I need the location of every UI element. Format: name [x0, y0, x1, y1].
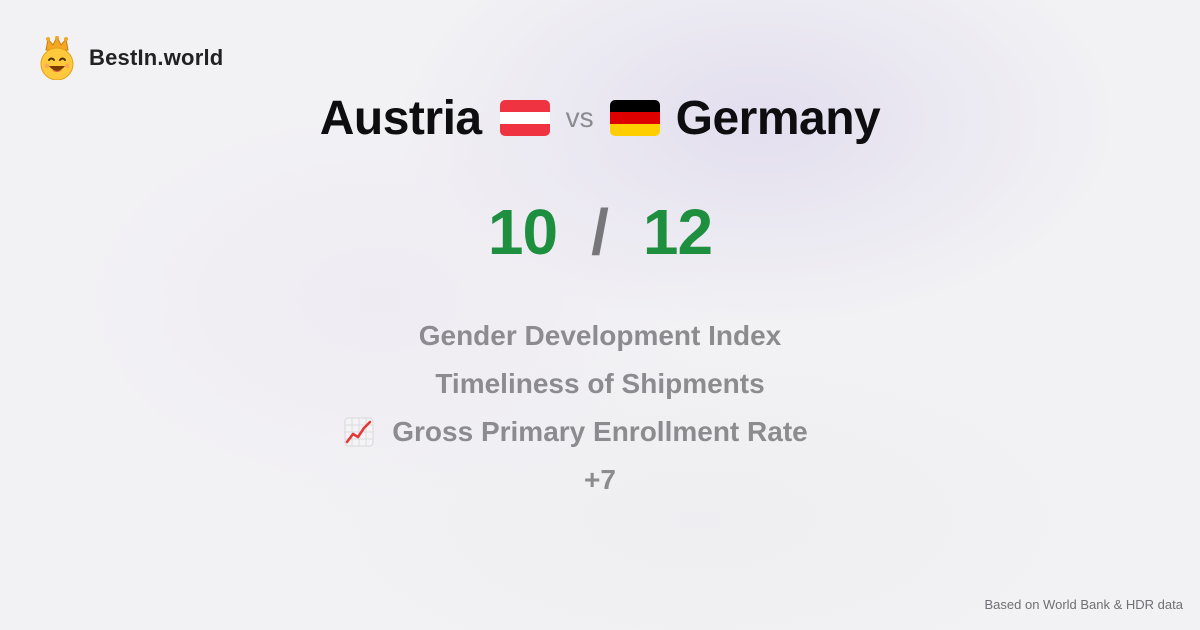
left-country-name: Austria: [319, 91, 482, 145]
metric-label: Timeliness of Shipments: [435, 368, 765, 399]
metric-label: Gender Development Index: [418, 320, 782, 351]
right-country-name: Germany: [675, 91, 881, 145]
brand-logo[interactable]: BestIn.world: [38, 36, 223, 80]
metric-item: Gender Development Index: [0, 312, 1200, 360]
austria-flag-icon: [499, 100, 550, 136]
metric-item: Gross Primary Enrollment Rate: [0, 408, 1200, 456]
left-score: 10: [487, 196, 558, 268]
data-source-note: Based on World Bank & HDR data: [984, 597, 1183, 612]
brand-name: BestIn.world: [89, 45, 224, 70]
more-label: +7: [584, 464, 616, 495]
vs-label: vs: [565, 102, 594, 133]
comparison-title: Austria vs Germany: [0, 86, 1200, 150]
metric-list: Gender Development Index Timeliness of S…: [0, 312, 1200, 504]
score-separator: /: [591, 196, 609, 268]
crowned-smiley-icon: [40, 36, 74, 80]
chart-increasing-icon: [344, 417, 374, 447]
right-score: 12: [642, 196, 713, 268]
more-metrics-count: +7: [0, 456, 1200, 504]
germany-flag-icon: [609, 100, 660, 136]
metric-label: Gross Primary Enrollment Rate: [392, 416, 808, 447]
score-display: 10 / 12: [0, 192, 1200, 272]
metric-item: Timeliness of Shipments: [0, 360, 1200, 408]
